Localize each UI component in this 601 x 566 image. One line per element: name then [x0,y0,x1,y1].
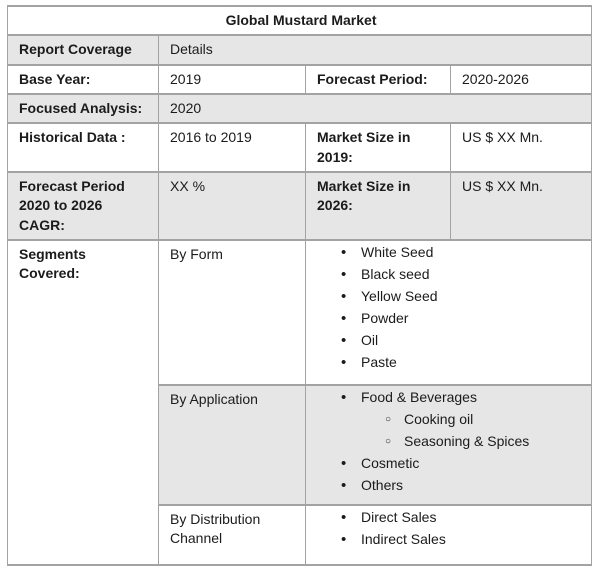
bullet-item-label: Seasoning & Spices [404,432,530,449]
bullet-item-label: Yellow Seed [361,287,438,304]
table-title: Global Mustard Market [6,4,593,37]
report-coverage-row: Report Coverage Details [7,34,593,66]
historical-data-label: Historical Data : [7,122,159,173]
disc-bullet-icon: • [341,476,347,494]
bullet-item-label: Cosmetic [361,454,420,471]
report-coverage-label: Report Coverage [7,34,159,66]
disc-bullet-icon: • [341,265,347,283]
disc-bullet-icon: • [341,388,347,406]
focused-analysis-label: Focused Analysis: [7,92,159,125]
bullet-list-item: • Indirect Sales [317,530,583,548]
report-coverage-value: Details [157,34,593,66]
bullet-list-item: • Powder [317,309,583,327]
market-size-2026-label: Market Size in 2026: [305,170,451,241]
disc-bullet-icon: • [341,309,347,327]
segments-covered-label: Segments Covered: [7,238,159,566]
forecast-cagr-value: XX % [158,170,306,241]
segment-group-by-distribution: By Distribution Channel [158,503,306,566]
bullet-item-label: Oil [361,331,379,348]
bullet-item-label: Indirect Sales [361,530,446,547]
segment-items-by-application: • Food & Beverages ○ Cooking oil ○ Seasoning … [304,383,593,506]
market-size-2019-value: US $ XX Mn. [449,122,593,173]
bullet-list-item: • White Seed [317,243,583,261]
base-year-row: Base Year: 2019 Forecast Period: 2020-20… [7,63,593,95]
disc-bullet-icon: • [341,287,347,305]
bullet-item-label: Others [361,476,404,493]
focused-analysis-row: Focused Analysis: 2020 [7,92,593,125]
disc-bullet-icon: • [341,508,347,526]
bullet-item-label: Cooking oil [404,410,474,427]
sub-bullet-list-item: ○ Cooking oil [317,410,583,427]
segments-by-form-row: Segments Covered: By Form • White Seed • Bl… [7,238,593,566]
bullet-list-item: • Paste [317,353,583,371]
forecast-period-label: Forecast Period: [305,63,451,95]
bullet-list-item: • Food & Beverages [317,388,583,406]
circle-bullet-icon: ○ [385,413,392,425]
disc-bullet-icon: • [341,530,347,548]
bullet-item-label: Paste [361,353,397,370]
segment-items-by-form: • White Seed • Black seed • Yellow Seed • Powde… [304,238,593,386]
bullet-list-item: • Others [317,476,583,494]
bullet-item-label: White Seed [361,243,434,260]
bullet-item-label: Direct Sales [361,508,437,525]
focused-analysis-value: 2020 [157,92,593,125]
market-size-2019-label: Market Size in 2019: [305,122,451,173]
report-coverage-table: Global Mustard Market Report Coverage De… [6,4,593,566]
title-row: Global Mustard Market [6,4,593,37]
bullet-list-item: • Oil [317,331,583,349]
disc-bullet-icon: • [341,331,347,349]
sub-bullet-list-item: ○ Seasoning & Spices [317,432,583,449]
bullet-list-item: • Black seed [317,265,583,283]
bullet-item-label: Black seed [361,265,430,282]
base-year-label: Base Year: [7,63,159,95]
historical-data-row: Historical Data : 2016 to 2019 Market Si… [7,122,593,173]
historical-data-value: 2016 to 2019 [158,122,306,173]
forecast-cagr-label: Forecast Period 2020 to 2026 CAGR: [7,170,159,241]
market-size-2026-value: US $ XX Mn. [449,170,593,241]
forecast-cagr-row: Forecast Period 2020 to 2026 CAGR: XX % … [7,170,593,241]
base-year-value: 2019 [158,63,306,95]
disc-bullet-icon: • [341,454,347,472]
bullet-list-item: • Direct Sales [317,508,583,526]
forecast-period-value: 2020-2026 [449,63,593,95]
segments-by-application-row: By Application • Food & Beverages ○ Cooking… [8,383,593,506]
disc-bullet-icon: • [341,353,347,371]
segment-items-by-distribution: • Direct Sales • Indirect Sales [304,503,593,566]
segment-group-by-application: By Application [158,383,306,506]
segment-group-by-form: By Form [158,238,306,386]
disc-bullet-icon: • [341,243,347,261]
bullet-item-label: Powder [361,309,409,326]
bullet-item-label: Food & Beverages [361,388,477,405]
bullet-list-item: • Cosmetic [317,454,583,472]
circle-bullet-icon: ○ [385,435,392,447]
bullet-list-item: • Yellow Seed [317,287,583,305]
